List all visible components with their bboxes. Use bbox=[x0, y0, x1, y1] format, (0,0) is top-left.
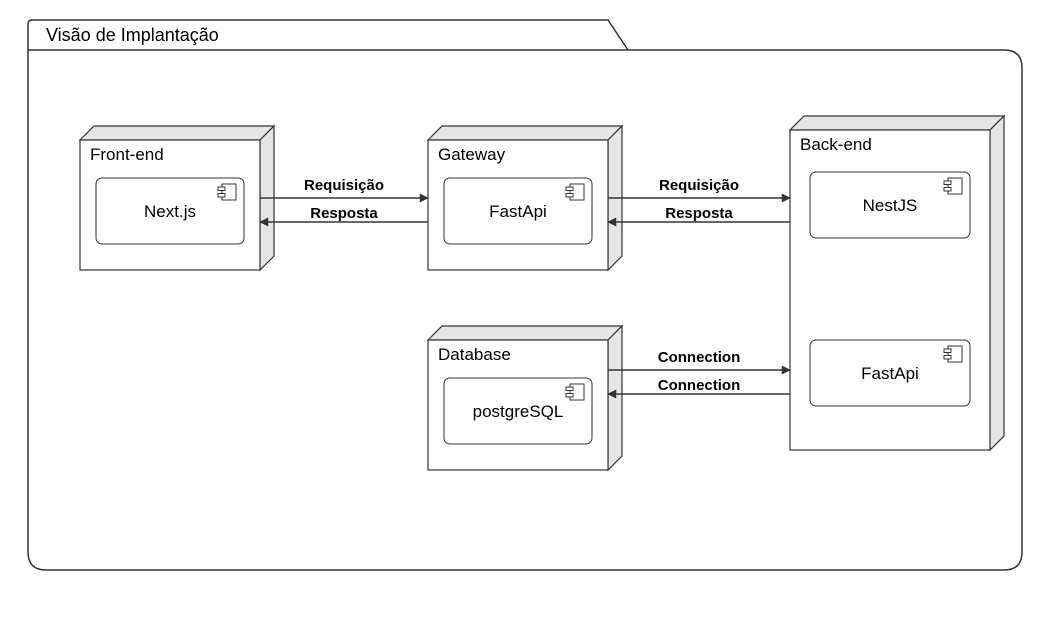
edge-label: Connection bbox=[658, 349, 741, 366]
edge-label: Requisição bbox=[304, 177, 384, 194]
edge-label: Connection bbox=[658, 377, 741, 394]
node-title-frontend: Front-end bbox=[90, 145, 164, 164]
edge-label: Resposta bbox=[665, 205, 733, 222]
edge-5: Connection bbox=[608, 377, 790, 394]
node-gateway: Gateway FastApi bbox=[428, 126, 622, 270]
edge-4: Connection bbox=[608, 349, 790, 370]
component-label: postgreSQL bbox=[473, 402, 564, 421]
component-gateway-0: FastApi bbox=[444, 178, 592, 244]
component-label: NestJS bbox=[863, 196, 918, 215]
edge-2: Requisição bbox=[608, 177, 790, 198]
node-database: Database postgreSQL bbox=[428, 326, 622, 470]
node-title-backend: Back-end bbox=[800, 135, 872, 154]
node-backend: Back-end NestJS FastApi bbox=[790, 116, 1004, 450]
edge-label: Resposta bbox=[310, 205, 378, 222]
edge-3: Resposta bbox=[608, 205, 790, 222]
node-title-gateway: Gateway bbox=[438, 145, 506, 164]
component-frontend-0: Next.js bbox=[96, 178, 244, 244]
component-label: FastApi bbox=[489, 202, 547, 221]
edge-label: Requisição bbox=[659, 177, 739, 194]
frame-title: Visão de Implantação bbox=[46, 25, 219, 45]
node-title-database: Database bbox=[438, 345, 511, 364]
component-label: FastApi bbox=[861, 364, 919, 383]
component-backend-0: NestJS bbox=[810, 172, 970, 238]
node-frontend: Front-end Next.js bbox=[80, 126, 274, 270]
edge-0: Requisição bbox=[260, 177, 428, 198]
component-database-0: postgreSQL bbox=[444, 378, 592, 444]
component-label: Next.js bbox=[144, 202, 196, 221]
component-backend-1: FastApi bbox=[810, 340, 970, 406]
edge-1: Resposta bbox=[260, 205, 428, 222]
